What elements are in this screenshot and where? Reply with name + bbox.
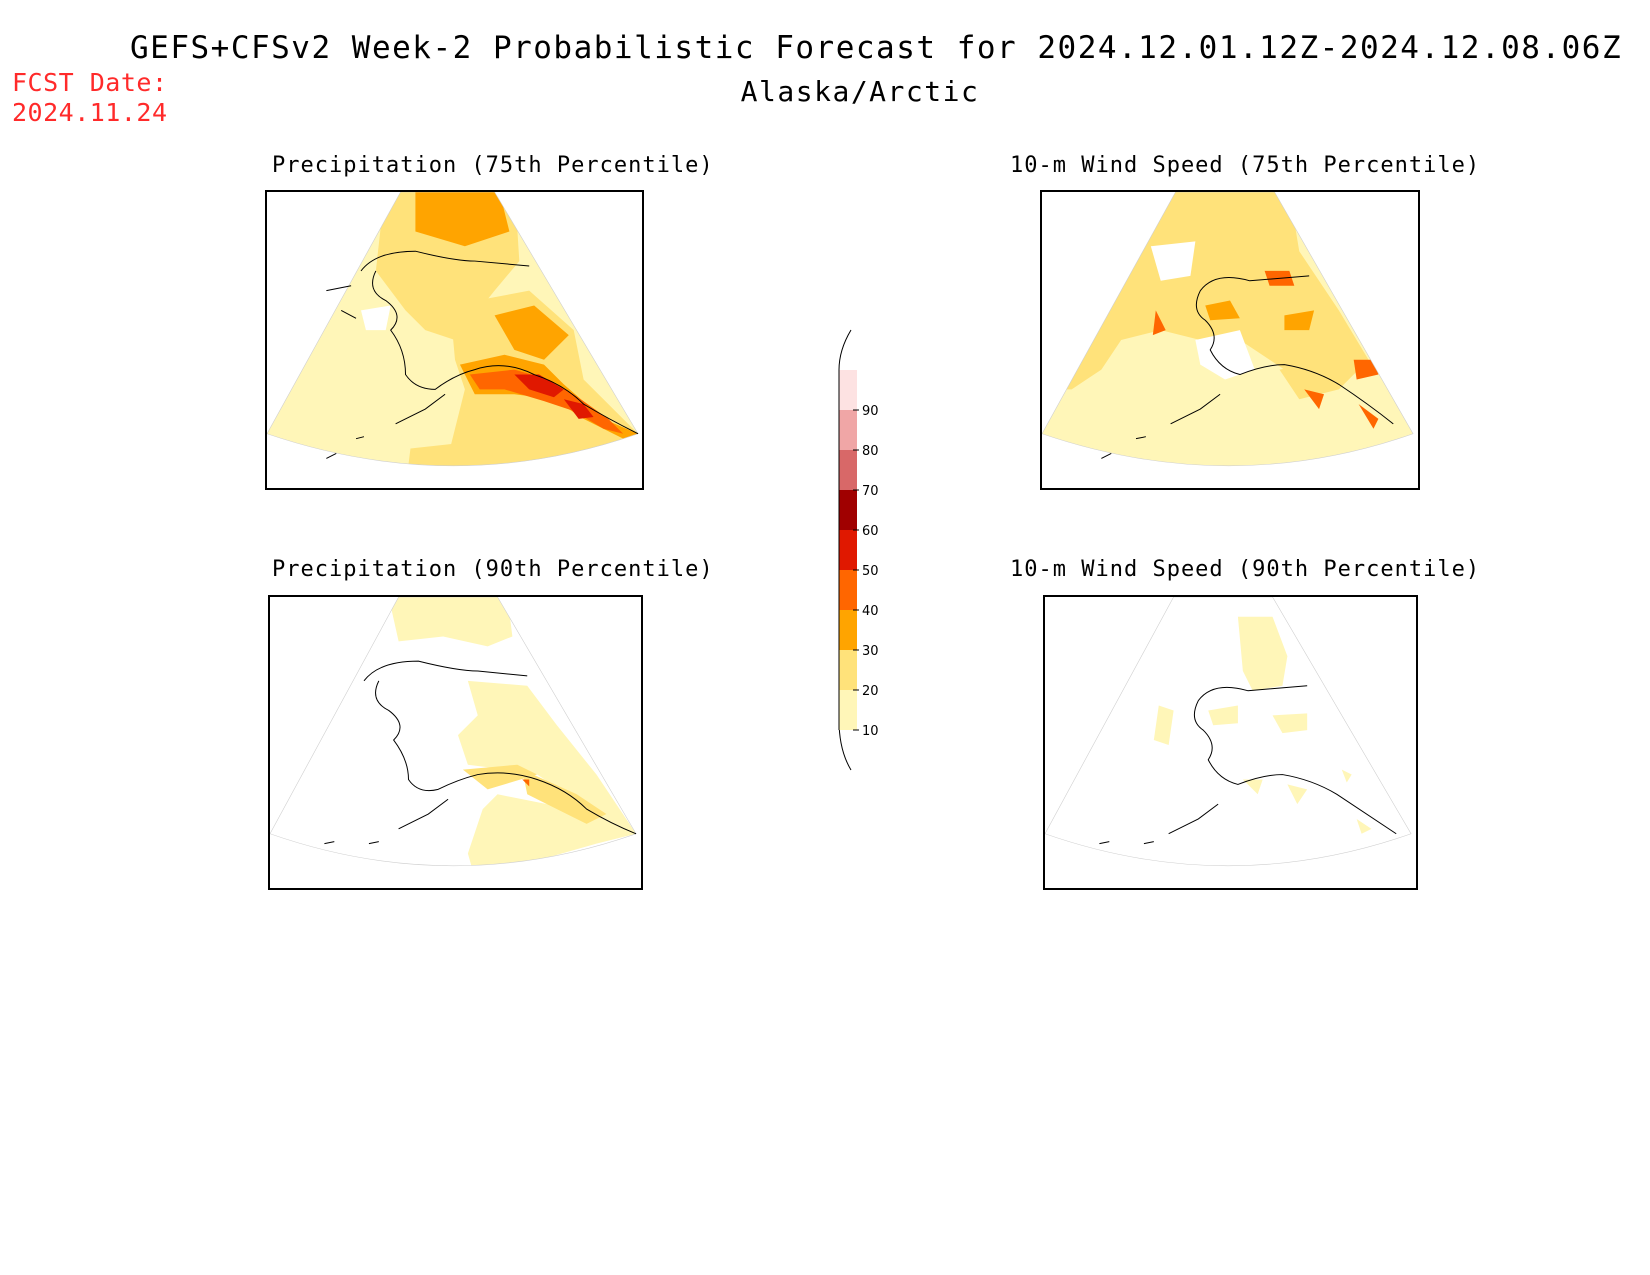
colorbar-label-70: 70 [862, 484, 879, 499]
colorbar-label-80: 80 [862, 444, 879, 459]
colorbar-swatch-70 [839, 450, 857, 490]
map-panel-precip-90 [268, 595, 643, 890]
colorbar-swatch-40 [839, 570, 857, 610]
panel-title-precip-75: Precipitation (75th Percentile) [272, 153, 714, 178]
forecast-date: FCST Date: 2024.11.24 [12, 68, 168, 128]
colorbar-swatch-10 [839, 690, 857, 730]
colorbar-label-20: 20 [862, 684, 879, 699]
forecast-date-label: FCST Date: [12, 68, 168, 97]
map-panel-wind-90 [1043, 595, 1418, 890]
colorbar-swatch-80 [839, 410, 857, 450]
colorbar-label-50: 50 [862, 564, 879, 579]
figure-title: GEFS+CFSv2 Week-2 Probabilistic Forecast… [130, 30, 1623, 66]
colorbar-swatch-60 [839, 490, 857, 530]
colorbar-label-90: 90 [862, 404, 879, 419]
panel-title-precip-90: Precipitation (90th Percentile) [272, 557, 714, 582]
colorbar-top-tip [838, 329, 852, 371]
panel-title-wind-90: 10-m Wind Speed (90th Percentile) [1010, 557, 1481, 582]
colorbar-swatch-30 [839, 610, 857, 650]
panel-title-wind-75: 10-m Wind Speed (75th Percentile) [1010, 153, 1481, 178]
colorbar: 10 20 30 40 50 60 70 80 90 [815, 329, 885, 771]
map-panel-precip-75 [265, 190, 644, 490]
colorbar-svg: 10 20 30 40 50 60 70 80 90 [838, 329, 879, 771]
colorbar-swatch-50 [839, 530, 857, 570]
colorbar-label-30: 30 [862, 644, 879, 659]
colorbar-swatch-90 [839, 370, 857, 410]
colorbar-swatch-20 [839, 650, 857, 690]
colorbar-label-40: 40 [862, 604, 879, 619]
forecast-date-value: 2024.11.24 [12, 98, 168, 127]
map-panel-wind-75 [1040, 190, 1420, 490]
figure-subtitle: Alaska/Arctic [740, 75, 980, 108]
colorbar-label-10: 10 [862, 724, 879, 739]
colorbar-label-60: 60 [862, 524, 879, 539]
